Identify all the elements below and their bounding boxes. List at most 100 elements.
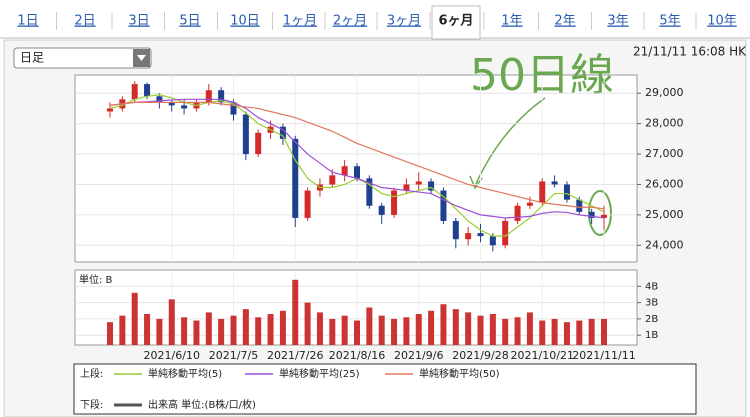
timestamp: 21/11/11 16:08 HK	[633, 45, 747, 59]
volume-bar	[576, 320, 583, 345]
volume-bar	[304, 302, 311, 345]
y-tick-label: 26,000	[645, 177, 684, 190]
candle-body	[601, 214, 607, 218]
volume-bar	[415, 314, 422, 345]
x-tick-label: 2021/10/21	[511, 349, 574, 362]
candle-body	[366, 178, 373, 206]
legend-entry: 単純移動平均(25)	[279, 367, 360, 380]
legend-label: 上段:	[80, 367, 103, 380]
volume-bar	[230, 315, 237, 345]
volume-bar	[267, 314, 274, 345]
y-tick-label: 25,000	[645, 208, 684, 221]
moving-average-line	[109, 101, 605, 210]
volume-bar	[514, 317, 521, 345]
tab[interactable]: 6ヶ月	[438, 14, 473, 29]
candle-body	[292, 138, 299, 218]
tab[interactable]: 1年	[501, 14, 522, 29]
tab[interactable]: 10日	[230, 14, 260, 29]
tab[interactable]: 5年	[659, 14, 680, 29]
candle-body	[502, 220, 509, 246]
candle-body	[378, 205, 385, 215]
y-tick-label: 28,000	[645, 117, 684, 130]
tab[interactable]: 2ヶ月	[333, 14, 367, 29]
tab[interactable]: 2日	[74, 14, 95, 29]
candle-body	[489, 236, 496, 246]
y-tick-label: 4B	[645, 281, 658, 292]
candle-body	[539, 181, 546, 203]
candle-body	[428, 181, 435, 191]
candle-body	[551, 181, 558, 185]
volume-bar	[292, 279, 299, 345]
candle-body	[403, 184, 410, 191]
y-tick-label: 27,000	[645, 147, 684, 160]
volume-bar	[428, 310, 435, 345]
x-tick-label: 2021/9/6	[394, 349, 443, 362]
volume-bar	[218, 318, 225, 345]
volume-bar	[563, 322, 570, 345]
volume-bar	[391, 318, 398, 345]
candle-body	[279, 126, 286, 139]
candle-body	[304, 190, 311, 218]
candle-body	[255, 132, 262, 155]
volume-bar	[489, 314, 496, 345]
candle-body	[563, 184, 570, 200]
tab[interactable]: 2年	[554, 14, 575, 29]
candle-body	[391, 190, 398, 215]
volume-bar	[205, 312, 212, 345]
tab[interactable]: 5日	[179, 14, 200, 29]
candle-body	[181, 105, 188, 109]
x-tick-label: 2021/7/26	[267, 349, 323, 362]
tab[interactable]: 3ヶ月	[387, 14, 421, 29]
dropdown-label[interactable]: 日足	[20, 51, 44, 65]
candle-body	[452, 220, 459, 240]
dropdown-arrow	[137, 55, 146, 61]
volume-bar	[119, 315, 126, 345]
volume-bar	[242, 309, 249, 345]
candle-body	[526, 202, 533, 206]
tab[interactable]: 1ヶ月	[283, 14, 317, 29]
volume-bar	[366, 307, 373, 345]
legend-box	[73, 363, 697, 415]
volume-bar	[131, 292, 138, 345]
y-tick-label: 1B	[645, 330, 658, 341]
volume-bar	[601, 318, 607, 345]
volume-bar	[440, 304, 447, 345]
candle-body	[107, 108, 113, 112]
candle-body	[354, 166, 360, 179]
legend-entry: 出来高 単位:(B株/口/枚)	[148, 398, 256, 411]
tab-bar	[0, 0, 750, 40]
legend-entry: 単純移動平均(5)	[148, 367, 222, 380]
tab[interactable]: 3年	[607, 14, 628, 29]
legend-entry: 単純移動平均(50)	[419, 367, 500, 380]
candle-body	[156, 96, 163, 103]
legend-label: 下段:	[80, 398, 103, 411]
volume-bar	[193, 320, 200, 345]
candle-body	[144, 84, 151, 97]
candle-body	[230, 102, 237, 115]
dropdown[interactable]	[13, 47, 152, 69]
tab[interactable]: 1日	[17, 14, 38, 29]
candle-body	[514, 205, 521, 221]
volume-bar	[107, 322, 113, 345]
tab[interactable]: 10年	[707, 14, 737, 29]
candle-body	[588, 211, 595, 218]
candle-body	[415, 181, 422, 185]
volume-bar	[341, 315, 348, 345]
volume-bar	[588, 318, 595, 345]
volume-bar	[354, 320, 360, 345]
active-tab-bg	[431, 5, 481, 40]
y-tick-label: 24,000	[645, 238, 684, 251]
tab[interactable]: 3日	[128, 14, 149, 29]
volume-bar	[465, 312, 472, 345]
y-tick-label: 2B	[645, 314, 658, 325]
volume-bar	[378, 315, 385, 345]
y-tick-label: 3B	[645, 298, 658, 309]
x-tick-label: 2021/11/11	[572, 349, 635, 362]
volume-bar	[329, 318, 336, 345]
volume-bar	[551, 318, 558, 345]
x-tick-label: 2021/6/10	[144, 349, 200, 362]
x-tick-label: 2021/7/5	[209, 349, 258, 362]
candle-body	[131, 84, 138, 100]
candle-body	[440, 190, 447, 221]
